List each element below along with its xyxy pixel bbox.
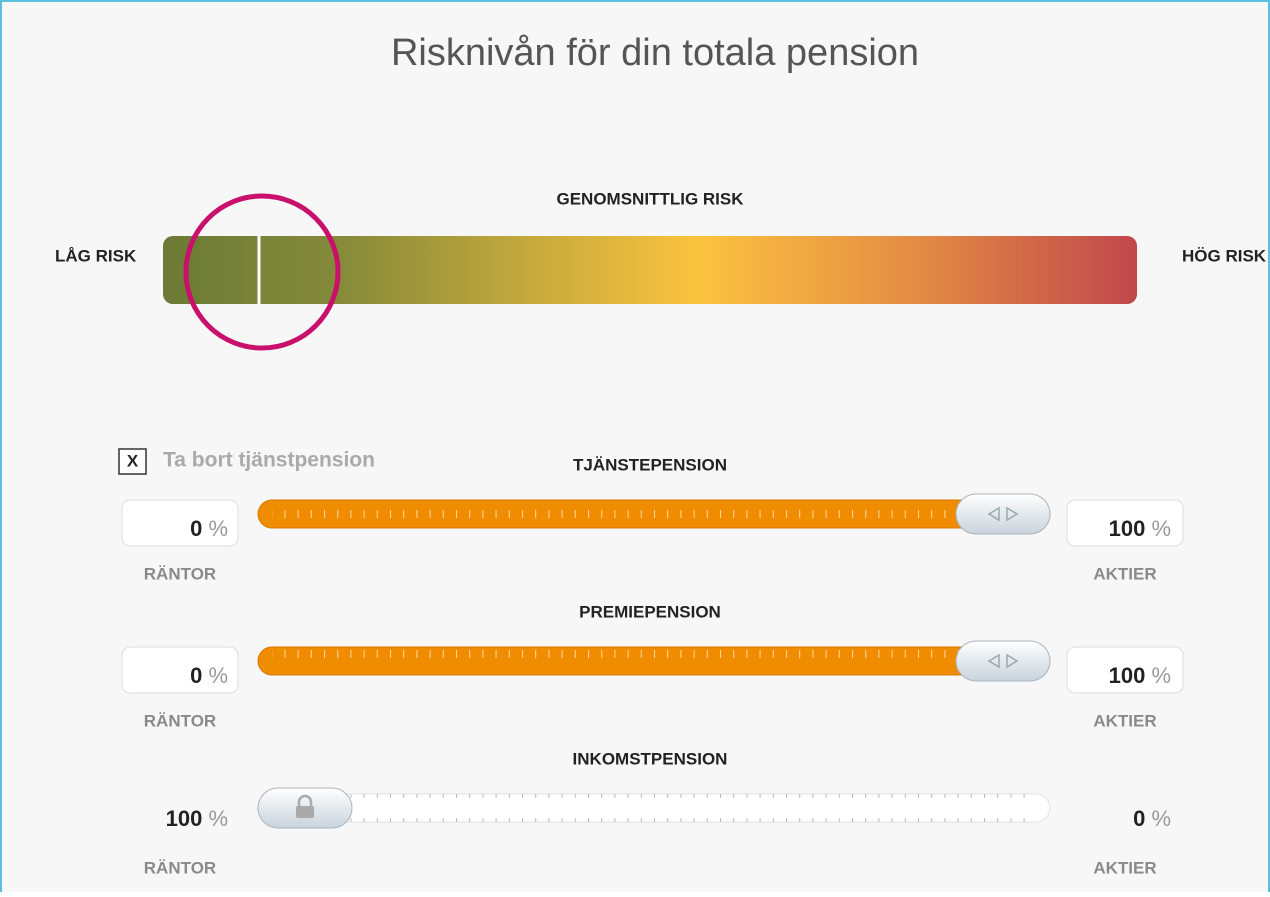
checkbox-mark: X — [127, 451, 139, 470]
unit: % — [1151, 806, 1171, 831]
value: 100 — [1109, 663, 1146, 688]
value: 0 — [190, 663, 202, 688]
slider-title: TJÄNSTEPENSION — [573, 455, 727, 474]
right-label: AKTIER — [1093, 858, 1156, 877]
arrow-left — [987, 506, 1000, 522]
unit: % — [208, 806, 228, 831]
risk-bar — [163, 236, 1137, 304]
value-box — [1066, 499, 1184, 547]
left-value: 0 % — [190, 663, 228, 688]
unit: % — [1151, 663, 1171, 688]
arrow-right — [1006, 506, 1019, 522]
title: Risknivån för din totala pension — [391, 32, 919, 74]
left-label: RÄNTOR — [144, 711, 216, 730]
right-value: 0 % — [1133, 806, 1171, 831]
slider-title: INKOMSTPENSION — [573, 749, 728, 768]
low-risk-label: LÅG RISK — [55, 246, 137, 265]
highlight-circle — [183, 193, 341, 351]
knob-body — [955, 493, 1051, 535]
lock-icon — [296, 806, 314, 818]
unit: % — [208, 516, 228, 541]
slider-ticks — [272, 794, 1036, 822]
slider-ticks — [272, 647, 1036, 675]
value: 100 — [166, 806, 203, 831]
lock-icon — [297, 794, 313, 806]
unit: % — [208, 663, 228, 688]
high-risk-label: HÖG RISK — [1182, 246, 1267, 265]
right-label: AKTIER — [1093, 711, 1156, 730]
value-box — [1066, 646, 1184, 694]
left-label: RÄNTOR — [144, 858, 216, 877]
slider-knob[interactable] — [955, 493, 1051, 535]
right-value: 100 % — [1109, 516, 1171, 541]
left-label: RÄNTOR — [144, 564, 216, 583]
right-label: AKTIER — [1093, 564, 1156, 583]
slider-knob[interactable] — [955, 640, 1051, 682]
checkbox-label[interactable]: Ta bort tjänstpension — [163, 449, 375, 472]
checkbox[interactable] — [118, 448, 147, 475]
right-value: 100 % — [1109, 663, 1171, 688]
value-box — [121, 646, 239, 694]
value-box — [121, 499, 239, 547]
risk-heading: GENOMSNITTLIG RISK — [557, 189, 745, 208]
value: 0 — [190, 516, 202, 541]
value: 0 — [1133, 806, 1145, 831]
left-value: 100 % — [166, 806, 228, 831]
arrow-right — [1006, 653, 1019, 669]
unit: % — [1151, 516, 1171, 541]
left-value: 0 % — [190, 516, 228, 541]
slider-ticks — [272, 500, 1036, 528]
slider-title: PREMIEPENSION — [579, 602, 721, 621]
arrow-left — [987, 653, 1000, 669]
knob-body — [955, 640, 1051, 682]
value: 100 — [1109, 516, 1146, 541]
slider-knob[interactable] — [257, 787, 353, 829]
